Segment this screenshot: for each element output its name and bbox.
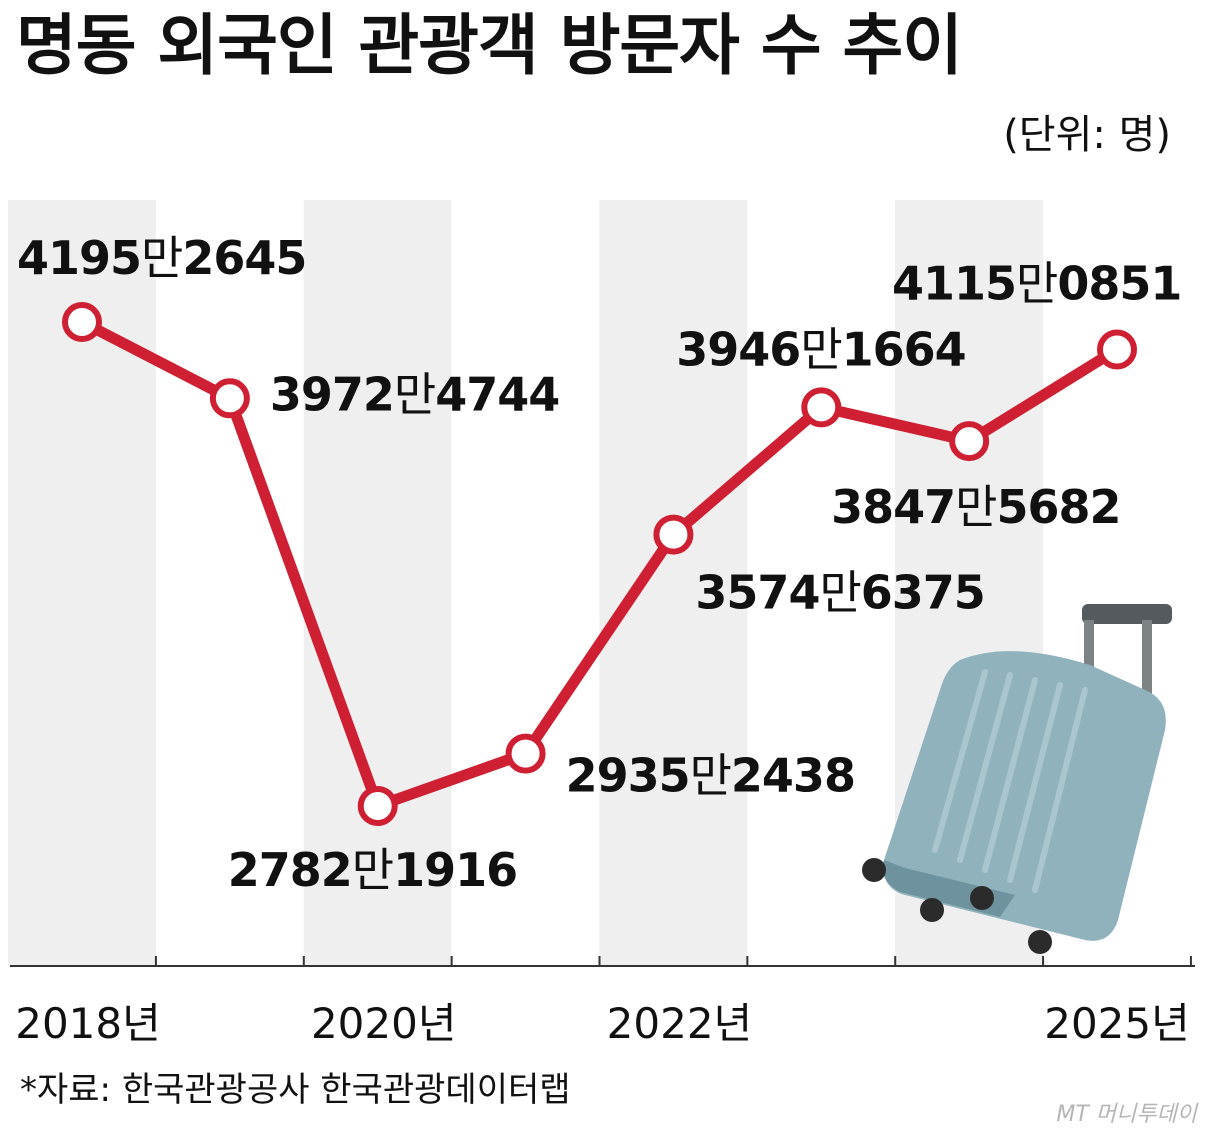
x-tick-label: 2022년 [607,999,753,1048]
suitcase-illustration [862,604,1172,954]
data-point [62,302,102,342]
suitcase-handle-bar [1082,604,1172,624]
suitcase-ribs [932,669,1088,893]
suitcase-wheel [1028,930,1052,954]
data-point [949,421,990,462]
series-line [76,316,1123,812]
publisher-logo: MT 머니투데이 [1056,1102,1197,1127]
background-band [303,200,452,966]
data-point [209,378,250,419]
data-label: 3574만6375 [695,566,984,620]
data-label: 2782만1916 [228,843,517,897]
data-label: 4115만0851 [892,256,1181,310]
x-axis [10,956,1195,967]
data-label: 2935만2438 [566,749,855,803]
x-tick-label: 2025년 [1044,999,1190,1048]
data-label: 3972만4744 [270,367,559,421]
suitcase-wheel [920,898,944,922]
suitcase-wheel [862,858,886,882]
background-bands [8,200,1043,966]
line-chart: 2018년 2020년 2022년 2025년 4195만2645 3972만4744 2… [8,200,1195,1048]
source-note: *자료: 한국관광공사 한국관광데이터랩 [20,1070,571,1110]
data-point [653,514,694,555]
data-point [505,733,546,774]
suitcase-body [883,651,1166,941]
background-band [599,200,748,966]
data-point [801,387,842,428]
unit-label: (단위: 명) [1003,112,1171,158]
data-point [1097,329,1137,370]
data-label: 3946만1664 [676,322,965,376]
chart-title: 명동 외국인 관광객 방문자 수 추이 [16,7,963,84]
suitcase-wheel [970,886,994,910]
suitcase-handle-left [1084,620,1094,696]
suitcase-handle-right [1142,620,1152,710]
x-tick-label: 2020년 [311,999,457,1048]
data-label: 3847만5682 [831,480,1120,534]
data-label: 4195만2645 [17,231,306,285]
x-tick-label: 2018년 [15,999,161,1048]
data-point [357,786,398,826]
